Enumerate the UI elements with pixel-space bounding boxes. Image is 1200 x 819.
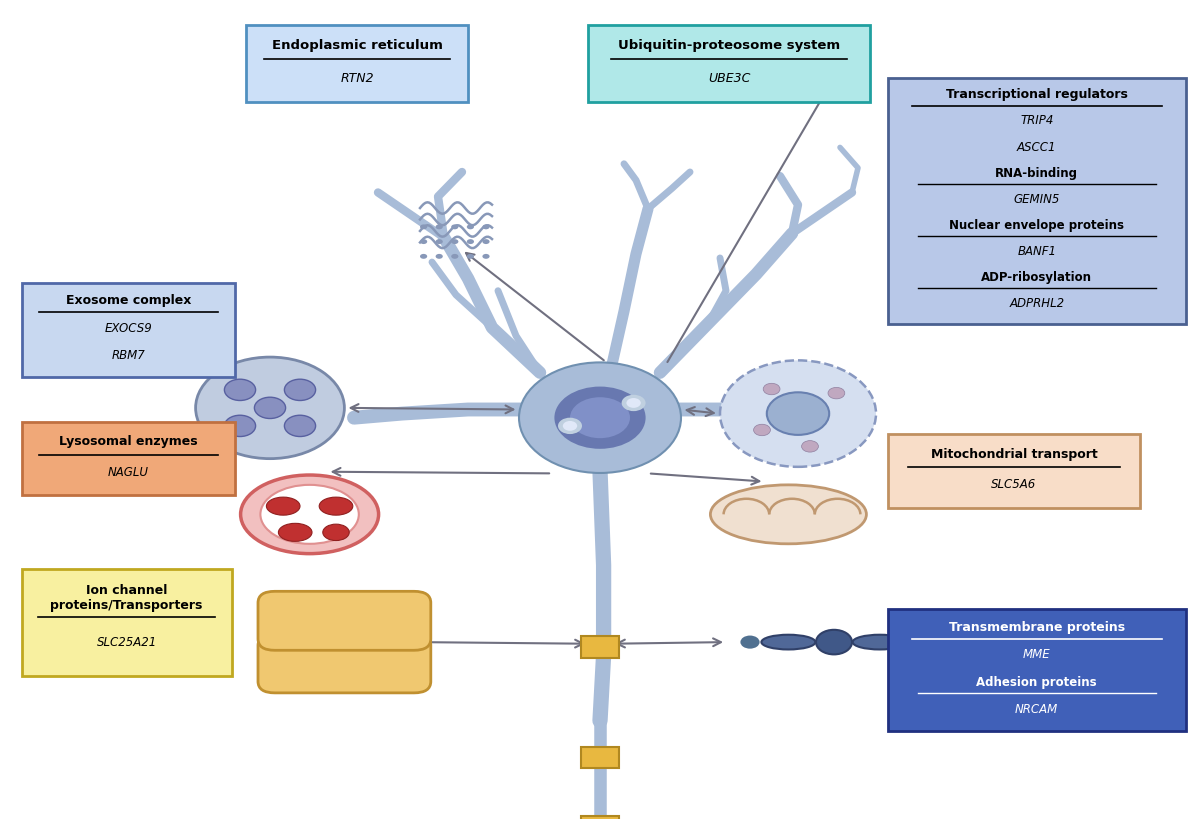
Circle shape xyxy=(570,397,630,438)
Ellipse shape xyxy=(241,475,379,554)
Text: Endoplasmic reticulum: Endoplasmic reticulum xyxy=(271,39,443,52)
Text: GEMIN5: GEMIN5 xyxy=(1014,192,1060,206)
Circle shape xyxy=(816,630,852,654)
Circle shape xyxy=(284,415,316,437)
Circle shape xyxy=(196,357,344,459)
Circle shape xyxy=(802,441,818,452)
Circle shape xyxy=(436,254,443,259)
Bar xyxy=(581,747,619,768)
FancyBboxPatch shape xyxy=(22,422,235,495)
Bar xyxy=(581,636,619,658)
Circle shape xyxy=(467,254,474,259)
Circle shape xyxy=(451,224,458,229)
Circle shape xyxy=(754,424,770,436)
Circle shape xyxy=(763,383,780,395)
Ellipse shape xyxy=(260,485,359,544)
Circle shape xyxy=(420,224,427,229)
Text: Transcriptional regulators: Transcriptional regulators xyxy=(946,88,1128,102)
Text: MME: MME xyxy=(1022,649,1051,661)
Text: RBM7: RBM7 xyxy=(112,350,145,363)
Circle shape xyxy=(224,379,256,400)
Circle shape xyxy=(467,239,474,244)
Circle shape xyxy=(254,397,286,419)
Circle shape xyxy=(740,636,760,649)
Circle shape xyxy=(563,421,577,431)
Text: Adhesion proteins: Adhesion proteins xyxy=(977,676,1097,689)
Circle shape xyxy=(224,415,256,437)
Text: UBE3C: UBE3C xyxy=(708,71,750,84)
Text: NRCAM: NRCAM xyxy=(1015,704,1058,717)
Circle shape xyxy=(482,224,490,229)
Circle shape xyxy=(828,387,845,399)
Ellipse shape xyxy=(266,497,300,515)
Circle shape xyxy=(436,239,443,244)
Text: ASCC1: ASCC1 xyxy=(1018,141,1056,154)
Circle shape xyxy=(767,392,829,435)
Ellipse shape xyxy=(710,485,866,544)
Text: EXOCS9: EXOCS9 xyxy=(104,322,152,335)
FancyBboxPatch shape xyxy=(258,591,431,650)
FancyBboxPatch shape xyxy=(246,25,468,102)
Text: ADP-ribosylation: ADP-ribosylation xyxy=(982,271,1092,284)
FancyBboxPatch shape xyxy=(888,78,1186,324)
Ellipse shape xyxy=(761,635,815,649)
FancyBboxPatch shape xyxy=(22,283,235,377)
Circle shape xyxy=(467,224,474,229)
Text: Lysosomal enzymes: Lysosomal enzymes xyxy=(59,435,198,448)
Text: Mitochondrial transport: Mitochondrial transport xyxy=(931,447,1097,460)
Circle shape xyxy=(626,398,641,408)
Ellipse shape xyxy=(319,497,353,515)
Circle shape xyxy=(451,239,458,244)
FancyBboxPatch shape xyxy=(588,25,870,102)
Text: Exosome complex: Exosome complex xyxy=(66,294,191,307)
Ellipse shape xyxy=(323,524,349,541)
Text: Nuclear envelope proteins: Nuclear envelope proteins xyxy=(949,219,1124,232)
FancyBboxPatch shape xyxy=(888,434,1140,508)
Text: RTN2: RTN2 xyxy=(340,71,374,84)
FancyBboxPatch shape xyxy=(888,609,1186,731)
Ellipse shape xyxy=(852,635,907,649)
Circle shape xyxy=(554,387,646,449)
Ellipse shape xyxy=(278,523,312,541)
Text: SLC25A21: SLC25A21 xyxy=(96,636,157,649)
Text: RNA-binding: RNA-binding xyxy=(995,167,1079,179)
Circle shape xyxy=(558,418,582,434)
Circle shape xyxy=(284,379,316,400)
Text: Ion channel
proteins/Transporters: Ion channel proteins/Transporters xyxy=(50,584,203,612)
Bar xyxy=(581,816,619,819)
Circle shape xyxy=(420,239,427,244)
Text: Transmembrane proteins: Transmembrane proteins xyxy=(949,621,1124,634)
FancyBboxPatch shape xyxy=(22,569,232,676)
Circle shape xyxy=(482,254,490,259)
Text: NAGLU: NAGLU xyxy=(108,466,149,479)
Circle shape xyxy=(908,636,928,649)
Ellipse shape xyxy=(520,362,682,473)
Text: TRIP4: TRIP4 xyxy=(1020,115,1054,128)
Circle shape xyxy=(420,254,427,259)
FancyBboxPatch shape xyxy=(258,634,431,693)
Circle shape xyxy=(622,395,646,411)
Circle shape xyxy=(436,224,443,229)
Text: SLC5A6: SLC5A6 xyxy=(991,478,1037,491)
Text: BANF1: BANF1 xyxy=(1018,245,1056,258)
Text: Ubiquitin-proteosome system: Ubiquitin-proteosome system xyxy=(618,39,840,52)
Circle shape xyxy=(482,239,490,244)
Text: ADPRHL2: ADPRHL2 xyxy=(1009,297,1064,310)
Circle shape xyxy=(720,360,876,467)
Circle shape xyxy=(451,254,458,259)
